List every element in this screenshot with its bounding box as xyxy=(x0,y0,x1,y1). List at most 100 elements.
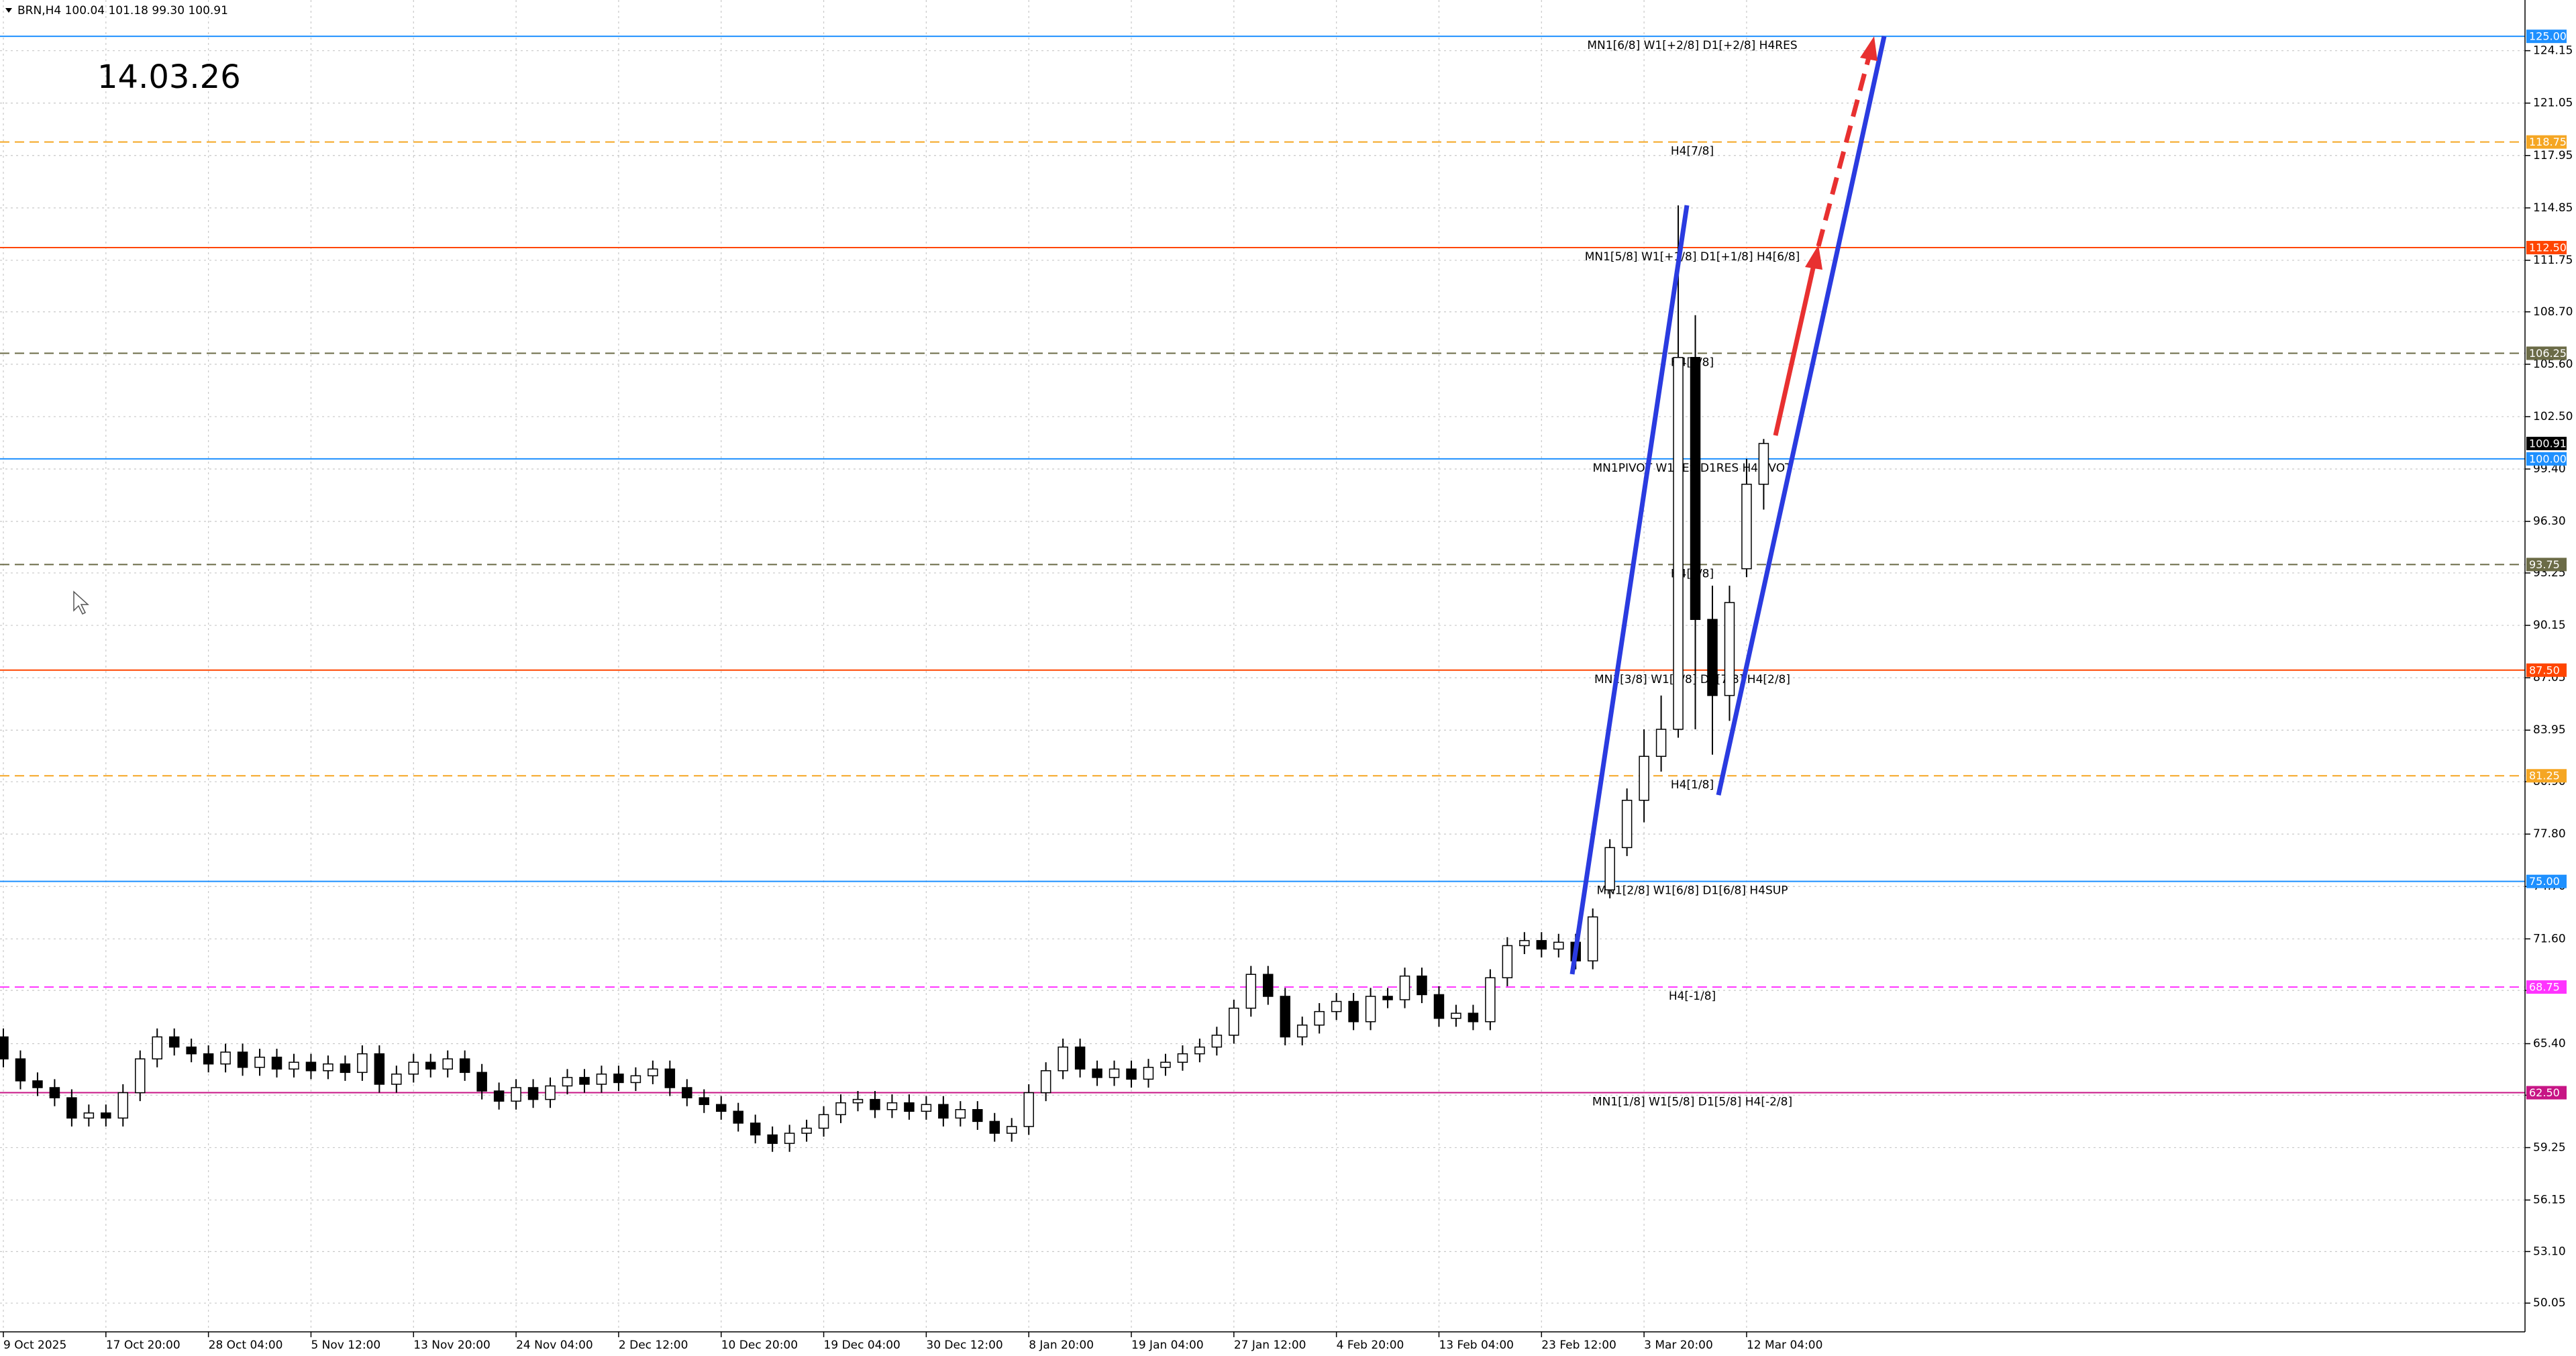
candle-body xyxy=(750,1123,761,1136)
candle-body xyxy=(904,1102,915,1112)
price-tag-label: 118.75 xyxy=(2529,136,2567,148)
level-label: MN1[6/8] W1[+2/8] D1[+2/8] H4RES xyxy=(1587,39,1797,52)
x-tick-label: 8 Jan 20:00 xyxy=(1029,1339,1094,1352)
price-tag-label: 75.00 xyxy=(2529,875,2560,888)
candle-body xyxy=(186,1046,197,1055)
candle-body xyxy=(442,1058,453,1070)
price-tag-label: 81.25 xyxy=(2529,770,2560,782)
candle-body xyxy=(1399,975,1410,1000)
price-tag xyxy=(2526,1086,2567,1100)
candle-body xyxy=(1655,729,1667,758)
candle-body xyxy=(374,1053,385,1085)
candle-body xyxy=(613,1074,624,1084)
candle-body xyxy=(254,1056,265,1068)
grid xyxy=(0,0,2525,1332)
candle-body xyxy=(323,1063,333,1072)
y-tick-label: 99.40 xyxy=(2533,462,2566,476)
drawings xyxy=(73,36,1887,975)
x-tick-label: 27 Jan 12:00 xyxy=(1234,1339,1306,1352)
candle-body xyxy=(237,1051,248,1068)
candle-body xyxy=(1314,1010,1325,1026)
candle-body xyxy=(117,1092,129,1119)
candle-body xyxy=(596,1074,607,1085)
candle-body xyxy=(1365,996,1376,1023)
candle-body xyxy=(1519,940,1530,947)
y-tick-label: 59.25 xyxy=(2533,1141,2566,1154)
candle-body xyxy=(15,1058,26,1082)
candle-body xyxy=(1160,1061,1171,1068)
price-tag-label: 87.50 xyxy=(2529,664,2560,676)
candle-body xyxy=(1263,974,1274,997)
candle-body xyxy=(1074,1046,1086,1070)
y-tick-label: 53.10 xyxy=(2533,1245,2566,1258)
price-tag xyxy=(2526,769,2567,783)
price-tags: 125.00 118.75 112.50 106.25 100.00 93.75 87.50… xyxy=(2526,30,2567,1100)
candle-body xyxy=(220,1051,231,1065)
candle-body xyxy=(1639,755,1649,801)
candle-body xyxy=(425,1061,436,1070)
x-tick-label: 10 Dec 20:00 xyxy=(721,1339,798,1352)
candle-body xyxy=(579,1077,590,1085)
y-tick-label: 124.15 xyxy=(2533,44,2573,58)
candle-body xyxy=(1296,1025,1308,1038)
candle-body xyxy=(1058,1046,1068,1072)
level-label: H4[7/8] xyxy=(1671,145,1714,158)
price-tag xyxy=(2526,980,2567,994)
x-tick-label: 13 Feb 04:00 xyxy=(1439,1339,1514,1352)
x-tick-label: 17 Oct 20:00 xyxy=(106,1339,181,1352)
x-tick-label: 30 Dec 12:00 xyxy=(926,1339,1002,1352)
candle-body xyxy=(1451,1012,1461,1019)
candle-body xyxy=(1553,941,1564,950)
arrow-head xyxy=(1860,36,1877,61)
x-tick-label: 3 Mar 20:00 xyxy=(1644,1339,1713,1352)
candle-body xyxy=(870,1098,880,1110)
candle-body xyxy=(1536,940,1547,950)
candle-body xyxy=(391,1074,402,1085)
candle-body xyxy=(955,1108,966,1119)
candle-body xyxy=(527,1087,539,1100)
candle-body xyxy=(1177,1053,1188,1063)
y-tick-label: 71.60 xyxy=(2533,932,2566,945)
candle-body xyxy=(989,1120,1000,1134)
last-price-label: 100.91 xyxy=(2529,437,2567,450)
level-label: H4[1/8] xyxy=(1671,778,1714,792)
price-tag xyxy=(2526,874,2567,888)
y-tick-label: 56.15 xyxy=(2533,1194,2566,1207)
candle-body xyxy=(921,1104,932,1112)
x-tick-label: 5 Nov 12:00 xyxy=(311,1339,380,1352)
y-tick-label: 111.75 xyxy=(2533,254,2573,267)
candle-body xyxy=(938,1104,949,1119)
candle-body xyxy=(715,1104,727,1112)
candle-body xyxy=(1707,619,1718,696)
candle-body xyxy=(83,1112,95,1119)
price-tag-label: 100.00 xyxy=(2529,452,2567,465)
candle-body xyxy=(818,1114,829,1129)
candle-body xyxy=(1724,602,1735,696)
candle-body xyxy=(135,1058,146,1094)
candle-body xyxy=(1211,1035,1223,1048)
candle-body xyxy=(1194,1046,1205,1055)
y-tick-label: 96.30 xyxy=(2533,515,2566,528)
candle-body xyxy=(101,1112,111,1119)
candle-body xyxy=(32,1080,43,1088)
channel-line xyxy=(1716,36,1887,796)
x-tick-label: 12 Mar 04:00 xyxy=(1747,1339,1823,1352)
y-tick-label: 90.15 xyxy=(2533,619,2566,632)
candle-body xyxy=(699,1097,710,1105)
candle-body xyxy=(1467,1012,1479,1023)
candle-body xyxy=(1006,1126,1017,1134)
candle-body xyxy=(1673,357,1684,730)
price-tag-label: 62.50 xyxy=(2529,1086,2560,1099)
candle-body xyxy=(648,1068,658,1077)
price-tag xyxy=(2526,135,2567,149)
menu-arrow xyxy=(5,8,12,13)
x-tick-label: 28 Oct 04:00 xyxy=(209,1339,283,1352)
candle-body xyxy=(357,1053,368,1074)
mouse-cursor xyxy=(73,590,89,615)
y-tick-label: 117.95 xyxy=(2533,149,2573,162)
candle-body xyxy=(1109,1068,1120,1078)
x-tick-label: 9 Oct 2025 xyxy=(3,1339,66,1352)
candle-body xyxy=(562,1077,573,1087)
candle-body xyxy=(1587,916,1598,961)
